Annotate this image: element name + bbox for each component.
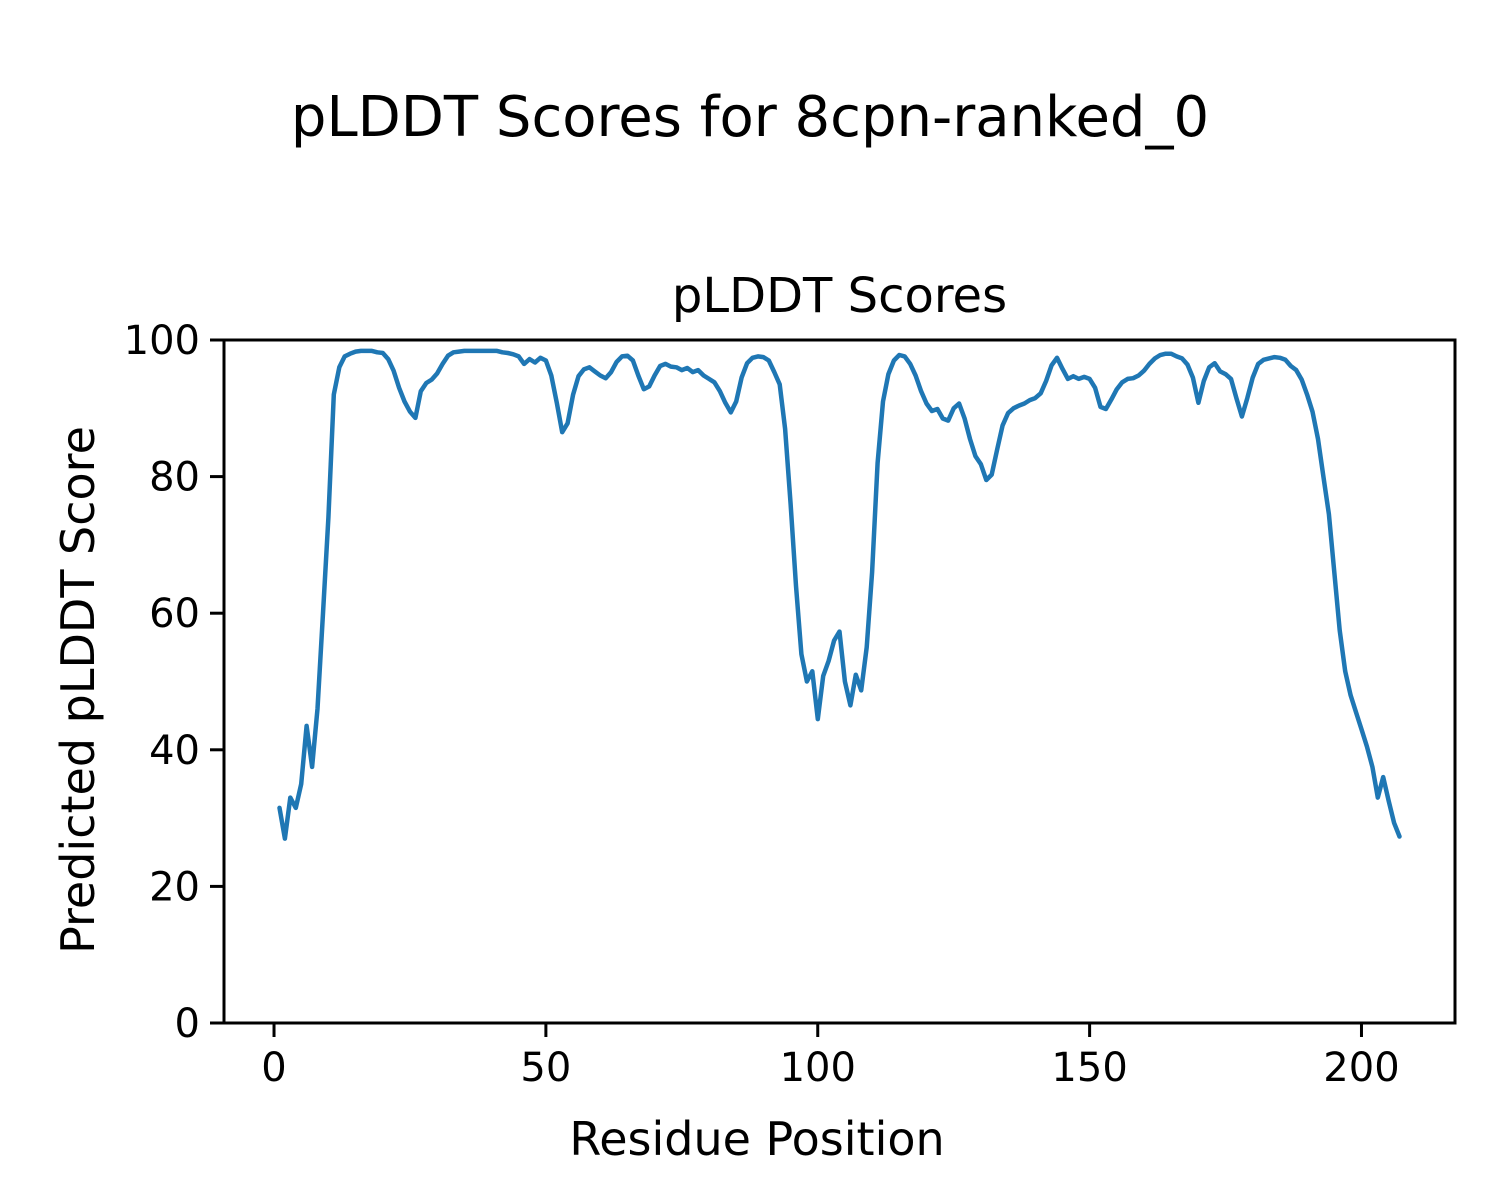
y-tick-label: 60 bbox=[149, 591, 200, 637]
y-axis-label: Predicted pLDDT Score bbox=[51, 426, 105, 954]
y-tick-label: 0 bbox=[175, 1001, 200, 1047]
y-tick-label: 100 bbox=[124, 318, 200, 364]
y-tick-label: 80 bbox=[149, 455, 200, 501]
x-tick-label: 0 bbox=[261, 1045, 286, 1091]
x-axis-label: Residue Position bbox=[569, 1112, 945, 1166]
y-tick-label: 40 bbox=[149, 728, 200, 774]
x-tick-label: 50 bbox=[520, 1045, 571, 1091]
x-tick-label: 200 bbox=[1323, 1045, 1399, 1091]
y-tick-label: 20 bbox=[149, 864, 200, 910]
x-tick-label: 150 bbox=[1051, 1045, 1127, 1091]
x-tick-label: 100 bbox=[780, 1045, 856, 1091]
figure-suptitle: pLDDT Scores for 8cpn-ranked_0 bbox=[290, 85, 1210, 150]
axes-title: pLDDT Scores bbox=[671, 268, 1008, 324]
plddt-line bbox=[277, 348, 1402, 841]
axes-spines bbox=[222, 338, 1457, 1025]
